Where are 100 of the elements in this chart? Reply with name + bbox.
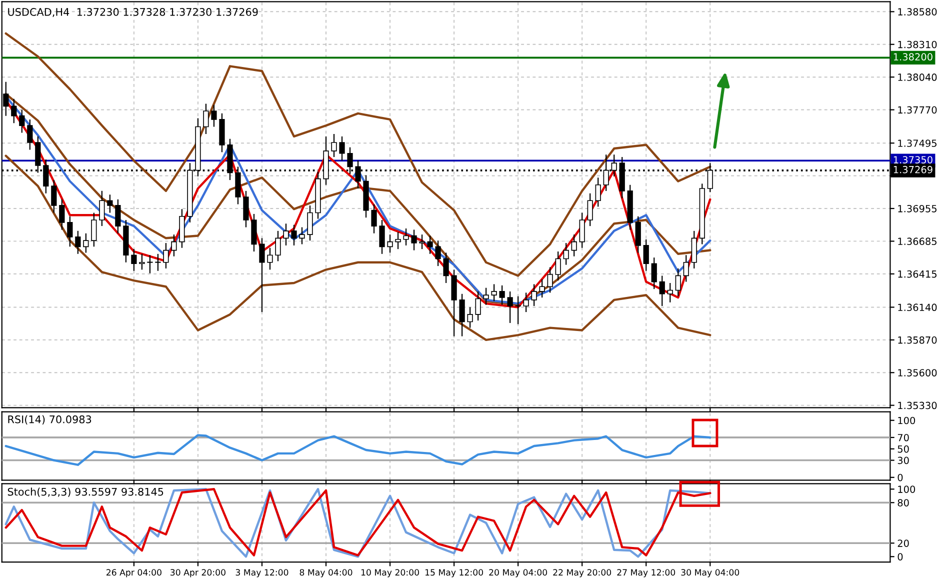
x-tick-label: 26 Apr 04:00 — [106, 569, 162, 578]
y-tick-label: 1.35870 — [898, 336, 937, 344]
candlestick — [515, 296, 521, 325]
candlestick — [539, 278, 545, 298]
candlestick — [667, 282, 673, 303]
y-tick-label: 1.36685 — [898, 238, 936, 246]
candlestick — [411, 229, 417, 251]
candlestick — [427, 235, 433, 254]
candlestick — [419, 234, 425, 250]
candlestick — [19, 109, 25, 134]
candlestick — [91, 212, 97, 248]
candlestick — [571, 234, 577, 257]
y-tick-label: 100 — [898, 416, 916, 424]
candlestick — [475, 290, 481, 322]
candlestick — [27, 118, 33, 150]
ref-line-label: 1.37269 — [894, 166, 932, 174]
ref-line-label: 1.37350 — [894, 156, 932, 164]
line-series — [4, 32, 712, 277]
candlestick — [483, 287, 489, 306]
candlestick — [307, 204, 313, 242]
y-tick-label: 20 — [898, 540, 909, 547]
candlestick — [387, 234, 393, 254]
y-tick-label: 1.36415 — [898, 270, 936, 278]
candlestick — [291, 224, 297, 246]
y-tick-label: 0 — [898, 474, 903, 482]
chart-title: Stoch(5,3,3) 93.5597 93.8145 — [8, 488, 164, 497]
candlestick — [467, 306, 473, 328]
x-tick-label: 10 May 20:00 — [361, 569, 419, 578]
candlestick — [59, 198, 65, 230]
x-tick-label: 27 May 12:00 — [617, 569, 676, 578]
y-tick-label: 1.35600 — [898, 369, 937, 376]
ref-line-label: 1.38200 — [894, 53, 932, 61]
candlestick — [555, 250, 561, 282]
candlestick — [99, 190, 105, 227]
candlestick — [395, 232, 401, 250]
x-tick-label: 22 May 20:00 — [553, 569, 612, 578]
candlestick — [531, 284, 537, 307]
candlestick — [579, 212, 585, 248]
candlestick — [155, 253, 161, 272]
candlestick — [283, 223, 289, 246]
y-tick-label: 1.36955 — [898, 204, 936, 212]
candlestick — [459, 293, 465, 337]
candlestick — [491, 284, 497, 302]
candlestick — [643, 238, 649, 272]
candlestick — [683, 254, 689, 282]
chart-title: RSI(14) 70.0983 — [8, 415, 92, 425]
y-tick-label: 50 — [898, 445, 909, 453]
candlestick — [331, 133, 337, 158]
candlestick — [275, 230, 281, 262]
candlestick — [75, 230, 81, 254]
x-tick-label: 30 May 04:00 — [681, 569, 740, 578]
x-tick-label: 20 May 04:00 — [489, 569, 548, 578]
line-series — [4, 154, 712, 342]
candlestick — [203, 103, 209, 135]
candlestick — [507, 290, 513, 324]
y-tick-label: 1.38310 — [898, 40, 937, 48]
y-tick-label: 1.37495 — [898, 140, 936, 147]
y-tick-label: 1.36140 — [898, 304, 937, 312]
y-tick-label: 1.38040 — [898, 74, 937, 81]
x-tick-label: 3 May 12:00 — [236, 569, 288, 578]
candlestick — [139, 253, 145, 270]
candlestick — [659, 275, 665, 307]
y-tick-label: 1.37770 — [898, 106, 937, 114]
candlestick — [443, 252, 449, 284]
y-tick-label: 30 — [898, 456, 909, 464]
candlestick — [379, 219, 385, 254]
candlestick — [51, 179, 57, 214]
candlestick — [243, 190, 249, 228]
y-tick-label: 1.35330 — [898, 402, 937, 410]
candlestick — [595, 177, 601, 208]
candlestick — [299, 226, 305, 245]
y-tick-label: 80 — [898, 499, 909, 506]
candlestick — [435, 240, 441, 267]
text: USDCAD,H4 1.37230 1.37328 1.37230 1.37269 — [8, 8, 258, 17]
y-tick-label: 100 — [898, 486, 916, 493]
candlestick — [587, 192, 593, 227]
candlestick — [523, 292, 529, 313]
candlestick — [11, 98, 17, 124]
candlestick — [635, 216, 641, 254]
y-tick-label: 1.38580 — [898, 8, 937, 16]
x-tick-label: 8 May 04:00 — [300, 569, 352, 578]
candlestick — [83, 232, 89, 254]
candlestick — [499, 284, 505, 306]
candlestick — [259, 238, 265, 313]
candlestick — [211, 104, 217, 128]
candlestick — [563, 242, 569, 266]
candlestick — [339, 136, 345, 162]
candlestick — [131, 248, 137, 272]
candlestick — [171, 234, 177, 257]
candlestick — [371, 204, 377, 234]
candlestick — [163, 242, 169, 270]
y-tick-label: 70 — [898, 434, 909, 442]
candlestick — [651, 256, 657, 290]
candlestick — [267, 247, 273, 270]
candlestick — [547, 266, 553, 294]
candlestick — [675, 268, 681, 297]
candlestick — [115, 198, 121, 234]
candlestick — [107, 194, 113, 214]
candlestick — [403, 228, 409, 246]
y-tick-label: 0 — [898, 553, 903, 560]
